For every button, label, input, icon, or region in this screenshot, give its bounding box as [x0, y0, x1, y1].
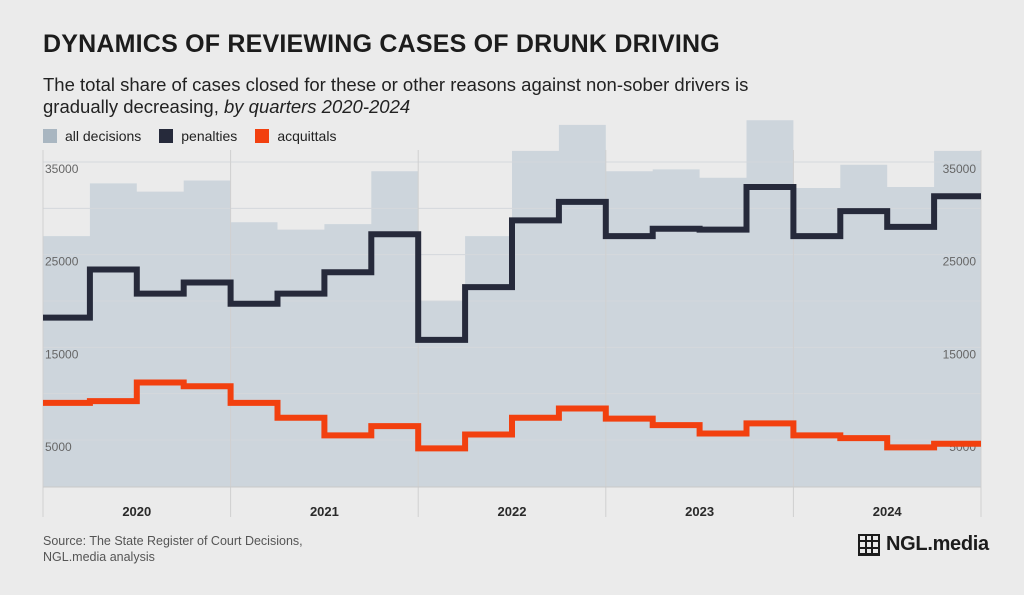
brand-name: NGL.media: [886, 533, 989, 555]
y-tick-label-left-25000: 25000: [45, 255, 79, 269]
year-label-2023: 2023: [685, 504, 714, 519]
brand-mark-icon: [858, 533, 880, 556]
y-tick-label-right-25000: 25000: [943, 255, 977, 269]
legend-swatch-acquittals: [255, 129, 270, 143]
y-tick-label-right-35000: 35000: [943, 162, 977, 176]
chart-subtitle: The total share of cases closed for thes…: [43, 74, 803, 118]
legend: all decisions penalties acquittals: [43, 128, 336, 144]
year-label-2020: 2020: [122, 504, 151, 519]
legend-label-acquittals: acquittals: [277, 128, 337, 144]
y-tick-label-right-15000: 15000: [943, 347, 977, 361]
legend-swatch-penalties: [159, 129, 174, 143]
y-tick-label-left-5000: 5000: [45, 440, 72, 454]
legend-label-penalties: penalties: [181, 128, 238, 144]
legend-item-all-decisions: all decisions: [43, 128, 141, 144]
subtitle-period: by quarters 2020-2024: [224, 96, 411, 117]
year-label-2021: 2021: [310, 504, 339, 519]
year-label-2022: 2022: [498, 504, 527, 519]
source-note: Source: The State Register of Court Deci…: [43, 534, 303, 564]
legend-label-all-decisions: all decisions: [65, 128, 142, 144]
y-tick-label-left-15000: 15000: [45, 347, 79, 361]
legend-swatch-all-decisions: [43, 129, 57, 143]
line-acquittals: [43, 379, 981, 452]
legend-item-acquittals: acquittals: [255, 128, 336, 144]
brand-logo: NGL.media: [858, 533, 989, 556]
subtitle-text: The total share of cases closed for thes…: [43, 74, 749, 117]
line-penalties: [43, 184, 981, 343]
year-label-2024: 2024: [873, 504, 903, 519]
chart-title: DYNAMICS OF REVIEWING CASES OF DRUNK DRI…: [43, 30, 720, 58]
legend-item-penalties: penalties: [159, 128, 237, 144]
y-tick-label-left-35000: 35000: [45, 162, 79, 176]
